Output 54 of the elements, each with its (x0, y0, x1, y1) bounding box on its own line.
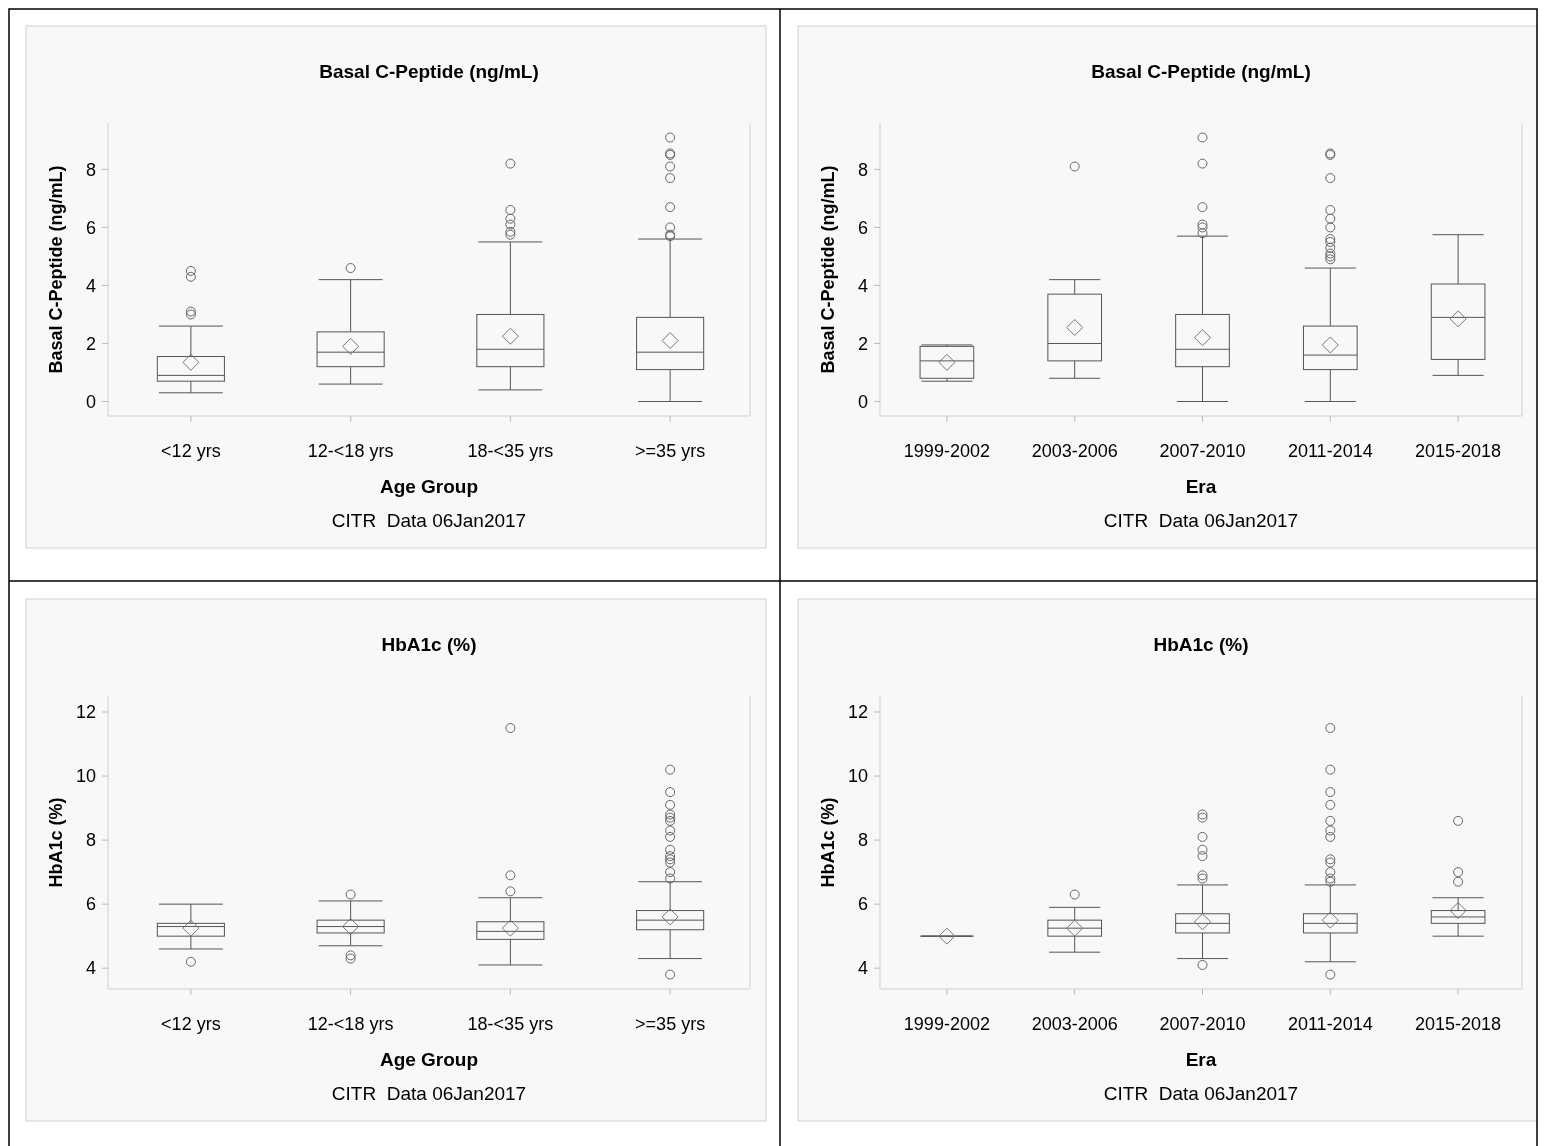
y-tick-label: 10 (847, 766, 868, 787)
y-tick-label: 4 (857, 958, 868, 979)
x-axis-title: Age Group (379, 1049, 479, 1070)
x-tick-label: 12-<18 yrs (307, 441, 394, 461)
y-axis-title: Basal C-Peptide (ng/mL) (818, 165, 838, 374)
chart-title: HbA1c (%) (1153, 634, 1249, 655)
x-tick-label: 2007-2010 (1159, 1014, 1246, 1034)
x-tick-label: <12 yrs (161, 441, 221, 461)
y-tick-label: 0 (85, 391, 96, 412)
y-tick-label: 8 (85, 159, 96, 180)
text: CITR Data 06Jan2017 (1103, 1083, 1299, 1104)
text: CITR Data 06Jan2017 (1103, 510, 1299, 531)
y-tick-label: 12 (75, 702, 96, 723)
y-tick-label: 8 (85, 830, 96, 851)
y-tick-label: 2 (85, 333, 96, 354)
y-tick-label: 0 (857, 391, 868, 412)
y-tick-label: 6 (857, 217, 868, 238)
x-tick-label: 2015-2018 (1415, 441, 1502, 461)
x-tick-label: <12 yrs (161, 1014, 221, 1034)
text: CITR Data 06Jan2017 (331, 510, 527, 531)
y-tick-label: 12 (847, 702, 868, 723)
y-tick-label: 4 (85, 275, 96, 296)
y-tick-label: 2 (857, 333, 868, 354)
x-axis-title: Era (1185, 1049, 1217, 1070)
y-tick-label: 8 (857, 159, 868, 180)
y-axis-title: Basal C-Peptide (ng/mL) (46, 165, 66, 374)
y-tick-label: 6 (85, 217, 96, 238)
x-tick-label: 2003-2006 (1031, 1014, 1118, 1034)
x-tick-label: 2007-2010 (1159, 441, 1246, 461)
x-tick-label: 1999-2002 (903, 441, 990, 461)
chart-title: Basal C-Peptide (ng/mL) (319, 61, 539, 82)
x-axis-title: Era (1185, 476, 1217, 497)
x-tick-label: 18-<35 yrs (467, 1014, 554, 1034)
x-tick-label: 2011-2014 (1287, 441, 1373, 461)
y-tick-label: 4 (857, 275, 868, 296)
x-tick-label: 12-<18 yrs (307, 1014, 394, 1034)
chart-title: HbA1c (%) (381, 634, 477, 655)
x-tick-label: 2011-2014 (1287, 1014, 1373, 1034)
y-axis-title: HbA1c (%) (818, 797, 838, 888)
y-tick-label: 10 (75, 766, 96, 787)
x-tick-label: 2015-2018 (1415, 1014, 1502, 1034)
text: CITR Data 06Jan2017 (331, 1083, 527, 1104)
x-tick-label: >=35 yrs (635, 441, 706, 461)
y-tick-label: 8 (857, 830, 868, 851)
y-axis-title: HbA1c (%) (46, 797, 66, 888)
x-tick-label: 18-<35 yrs (467, 441, 554, 461)
y-tick-label: 4 (85, 958, 96, 979)
chart-title: Basal C-Peptide (ng/mL) (1091, 61, 1311, 82)
x-tick-label: 2003-2006 (1031, 441, 1118, 461)
x-tick-label: >=35 yrs (635, 1014, 706, 1034)
y-tick-label: 6 (857, 894, 868, 915)
y-tick-label: 6 (85, 894, 96, 915)
x-axis-title: Age Group (379, 476, 479, 497)
x-tick-label: 1999-2002 (903, 1014, 990, 1034)
